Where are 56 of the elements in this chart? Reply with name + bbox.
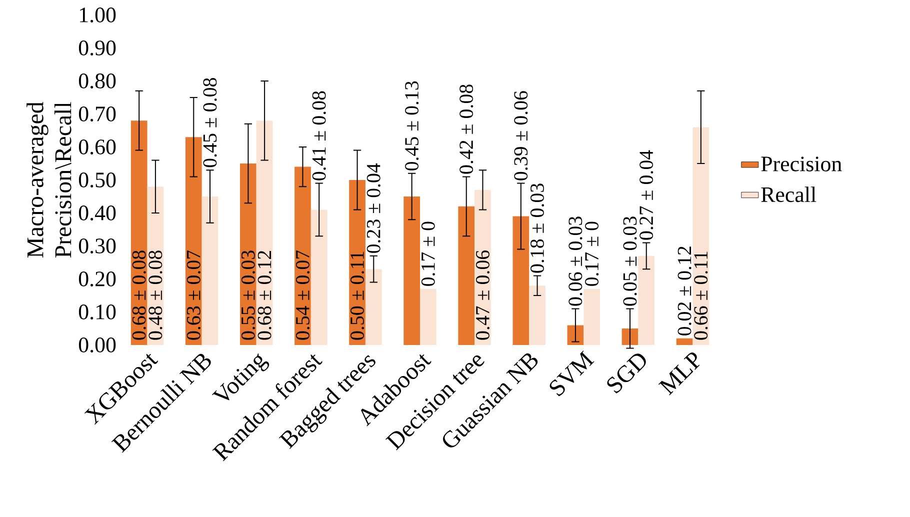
legend-label: Recall bbox=[761, 186, 816, 202]
data-label: 0.45 ± 0.13 bbox=[405, 81, 419, 170]
bar bbox=[185, 137, 202, 346]
y-tick-label: 1.00 bbox=[80, 8, 116, 22]
bar bbox=[692, 127, 710, 346]
legend-label: Precision bbox=[761, 156, 842, 172]
data-label: 0.55 ± 0.03 bbox=[241, 250, 255, 340]
data-label: 0.42 ± 0.08 bbox=[460, 84, 474, 174]
bar bbox=[349, 180, 366, 346]
bar bbox=[458, 206, 475, 346]
data-label: 0.06 ± 0.03 bbox=[568, 216, 582, 306]
bar bbox=[420, 288, 436, 346]
y-tick-label: 0.80 bbox=[78, 74, 116, 88]
y-axis-title: Macro-averaged Precision\Recall bbox=[26, 102, 72, 258]
x-tick-label: SGD bbox=[607, 354, 646, 394]
data-label: 0.23 ± 0.04 bbox=[366, 163, 380, 253]
data-label: 0.48 ± 0.08 bbox=[148, 250, 162, 340]
data-label: 0.50 ± 0.11 bbox=[350, 252, 364, 340]
y-tick-label: 0.00 bbox=[78, 338, 116, 352]
bar bbox=[622, 328, 638, 346]
y-tick-label: 0.70 bbox=[78, 106, 116, 122]
bar bbox=[310, 210, 328, 346]
data-label: 0.45 ± 0.08 bbox=[203, 78, 217, 168]
data-label: 0.54 ± 0.07 bbox=[296, 250, 310, 340]
data-label: 0.05 ± 0.03 bbox=[623, 216, 637, 306]
data-label: 0.18 ± 0.03 bbox=[530, 184, 544, 273]
data-label: 0.47 ± 0.06 bbox=[476, 250, 490, 340]
bar bbox=[584, 288, 600, 346]
y-tick-label: 0.10 bbox=[78, 304, 116, 320]
y-tick-label: 0.20 bbox=[78, 272, 116, 286]
bar bbox=[529, 286, 546, 346]
data-label: 0.66 ± 0.11 bbox=[694, 252, 708, 340]
bar bbox=[130, 120, 148, 346]
data-label: 0.68 ± 0.08 bbox=[132, 250, 146, 340]
data-label: 0.39 ± 0.06 bbox=[514, 91, 528, 180]
bar bbox=[567, 325, 584, 346]
bar bbox=[676, 338, 693, 346]
bar bbox=[512, 216, 530, 346]
data-label: 0.41 ± 0.08 bbox=[312, 91, 326, 180]
y-tick-label: 0.60 bbox=[78, 140, 116, 154]
data-label: 0.17 ± 0 bbox=[421, 222, 435, 286]
bar bbox=[202, 196, 218, 346]
bar bbox=[294, 166, 311, 346]
bar bbox=[404, 196, 420, 346]
bar bbox=[638, 256, 655, 346]
y-tick-label: 0.50 bbox=[78, 172, 116, 188]
data-label: 0.17 ± 0 bbox=[585, 222, 599, 286]
bar bbox=[365, 269, 382, 346]
data-label: 0.27 ± 0.04 bbox=[640, 150, 654, 240]
bar bbox=[240, 164, 256, 346]
y-tick-label: 0.90 bbox=[78, 40, 116, 56]
y-tick-label: 0.30 bbox=[78, 238, 116, 254]
data-label: 0.02 ± 0.12 bbox=[678, 246, 692, 336]
data-label: 0.63 ± 0.07 bbox=[186, 250, 200, 340]
y-tick-label: 0.40 bbox=[78, 206, 116, 220]
data-label: 0.68 ± 0.12 bbox=[258, 250, 272, 340]
